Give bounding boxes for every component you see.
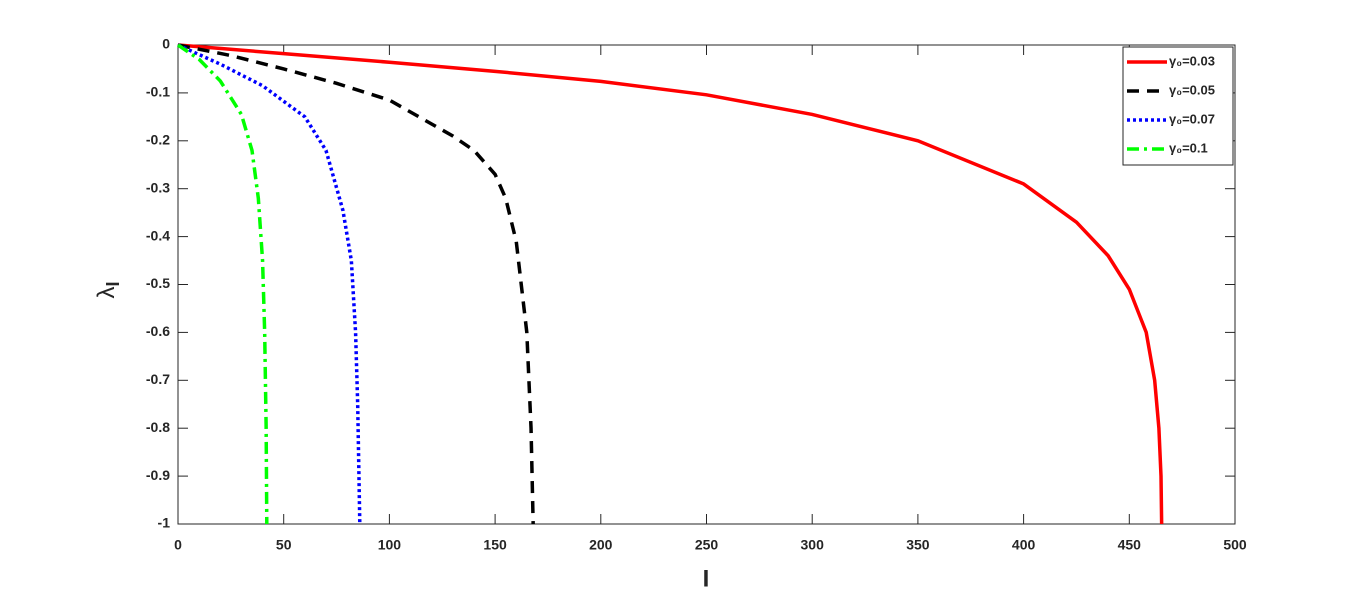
x-tick-label: 100 — [378, 537, 402, 553]
y-tick-label: -0.1 — [146, 84, 170, 100]
legend: γ₀=0.03 γ₀=0.05 γ₀=0.07 γ₀=0.1 — [1122, 46, 1234, 166]
data-line — [177, 43, 269, 525]
legend-box — [1122, 46, 1234, 166]
data-line — [177, 43, 362, 525]
y-tick-label: -0.8 — [146, 419, 170, 435]
y-axis-label: λI — [93, 281, 122, 298]
y-tick-label: -0.6 — [146, 323, 170, 339]
x-tick-label: 0 — [174, 537, 182, 553]
y-tick-label: 0 — [162, 36, 170, 52]
data-line — [177, 43, 535, 525]
legend-label: γ₀=0.07 — [1169, 111, 1215, 126]
y-label-subscript: I — [103, 281, 123, 286]
y-label-symbol: λ — [93, 287, 120, 299]
x-tick-label: 200 — [589, 537, 613, 553]
x-tick-label: 350 — [906, 537, 930, 553]
x-tick-label: 50 — [276, 537, 292, 553]
y-tick-label: -0.3 — [146, 179, 170, 195]
x-tick-label: 150 — [483, 537, 507, 553]
y-tick-label: -0.4 — [146, 227, 170, 243]
legend-label: γ₀=0.05 — [1169, 82, 1215, 97]
x-axis-label: I — [703, 565, 710, 592]
x-tick-label: 500 — [1223, 537, 1247, 553]
x-tick-label: 450 — [1118, 537, 1142, 553]
y-tick-label: -0.5 — [146, 275, 170, 291]
legend-label: γ₀=0.1 — [1169, 140, 1208, 155]
data-line — [177, 43, 1164, 525]
y-axis-label-group: λI — [93, 281, 122, 298]
y-tick-label: -0.9 — [146, 467, 170, 483]
y-tick-label: -0.7 — [146, 371, 170, 387]
y-tick-label: -0.2 — [146, 132, 170, 148]
x-tick-label: 400 — [1012, 537, 1036, 553]
x-tick-label: 250 — [695, 537, 719, 553]
y-tick-label: -1 — [158, 515, 171, 531]
legend-label: γ₀=0.03 — [1169, 53, 1215, 68]
plot-frame — [177, 44, 1236, 525]
x-tick-label: 300 — [801, 537, 825, 553]
